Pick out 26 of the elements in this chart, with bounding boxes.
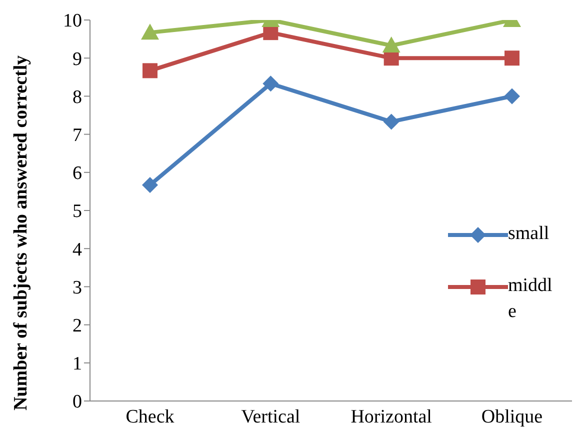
y-axis-title: Number of subjects who answered correctly — [10, 54, 32, 410]
x-tick-label: Horizontal — [350, 406, 432, 428]
y-tick-label: 2 — [72, 316, 82, 337]
point — [383, 114, 400, 130]
point — [142, 176, 158, 193]
y-tick-label: 8 — [72, 86, 82, 108]
y-tick-label: 10 — [63, 10, 82, 32]
point — [142, 63, 158, 78]
x-tick-label: Check — [126, 406, 175, 428]
y-tick-label: 1 — [72, 354, 82, 375]
y-tick-label: 6 — [72, 163, 82, 184]
x-tick-label: Oblique — [481, 406, 543, 428]
point — [262, 76, 279, 92]
y-tick-label: 0 — [72, 392, 82, 413]
point — [504, 50, 520, 66]
point — [504, 88, 520, 104]
point — [382, 36, 400, 53]
point — [141, 24, 159, 40]
legend-label: middle — [508, 274, 554, 324]
y-tick-label: 3 — [72, 277, 82, 298]
y-tick-label: 9 — [72, 48, 82, 70]
y-tick-label: 4 — [72, 239, 82, 260]
legend-label: small — [508, 222, 550, 246]
y-tick-label: 5 — [72, 201, 82, 222]
x-tick-label: Vertical — [241, 406, 300, 428]
y-tick-label: 7 — [72, 125, 82, 146]
